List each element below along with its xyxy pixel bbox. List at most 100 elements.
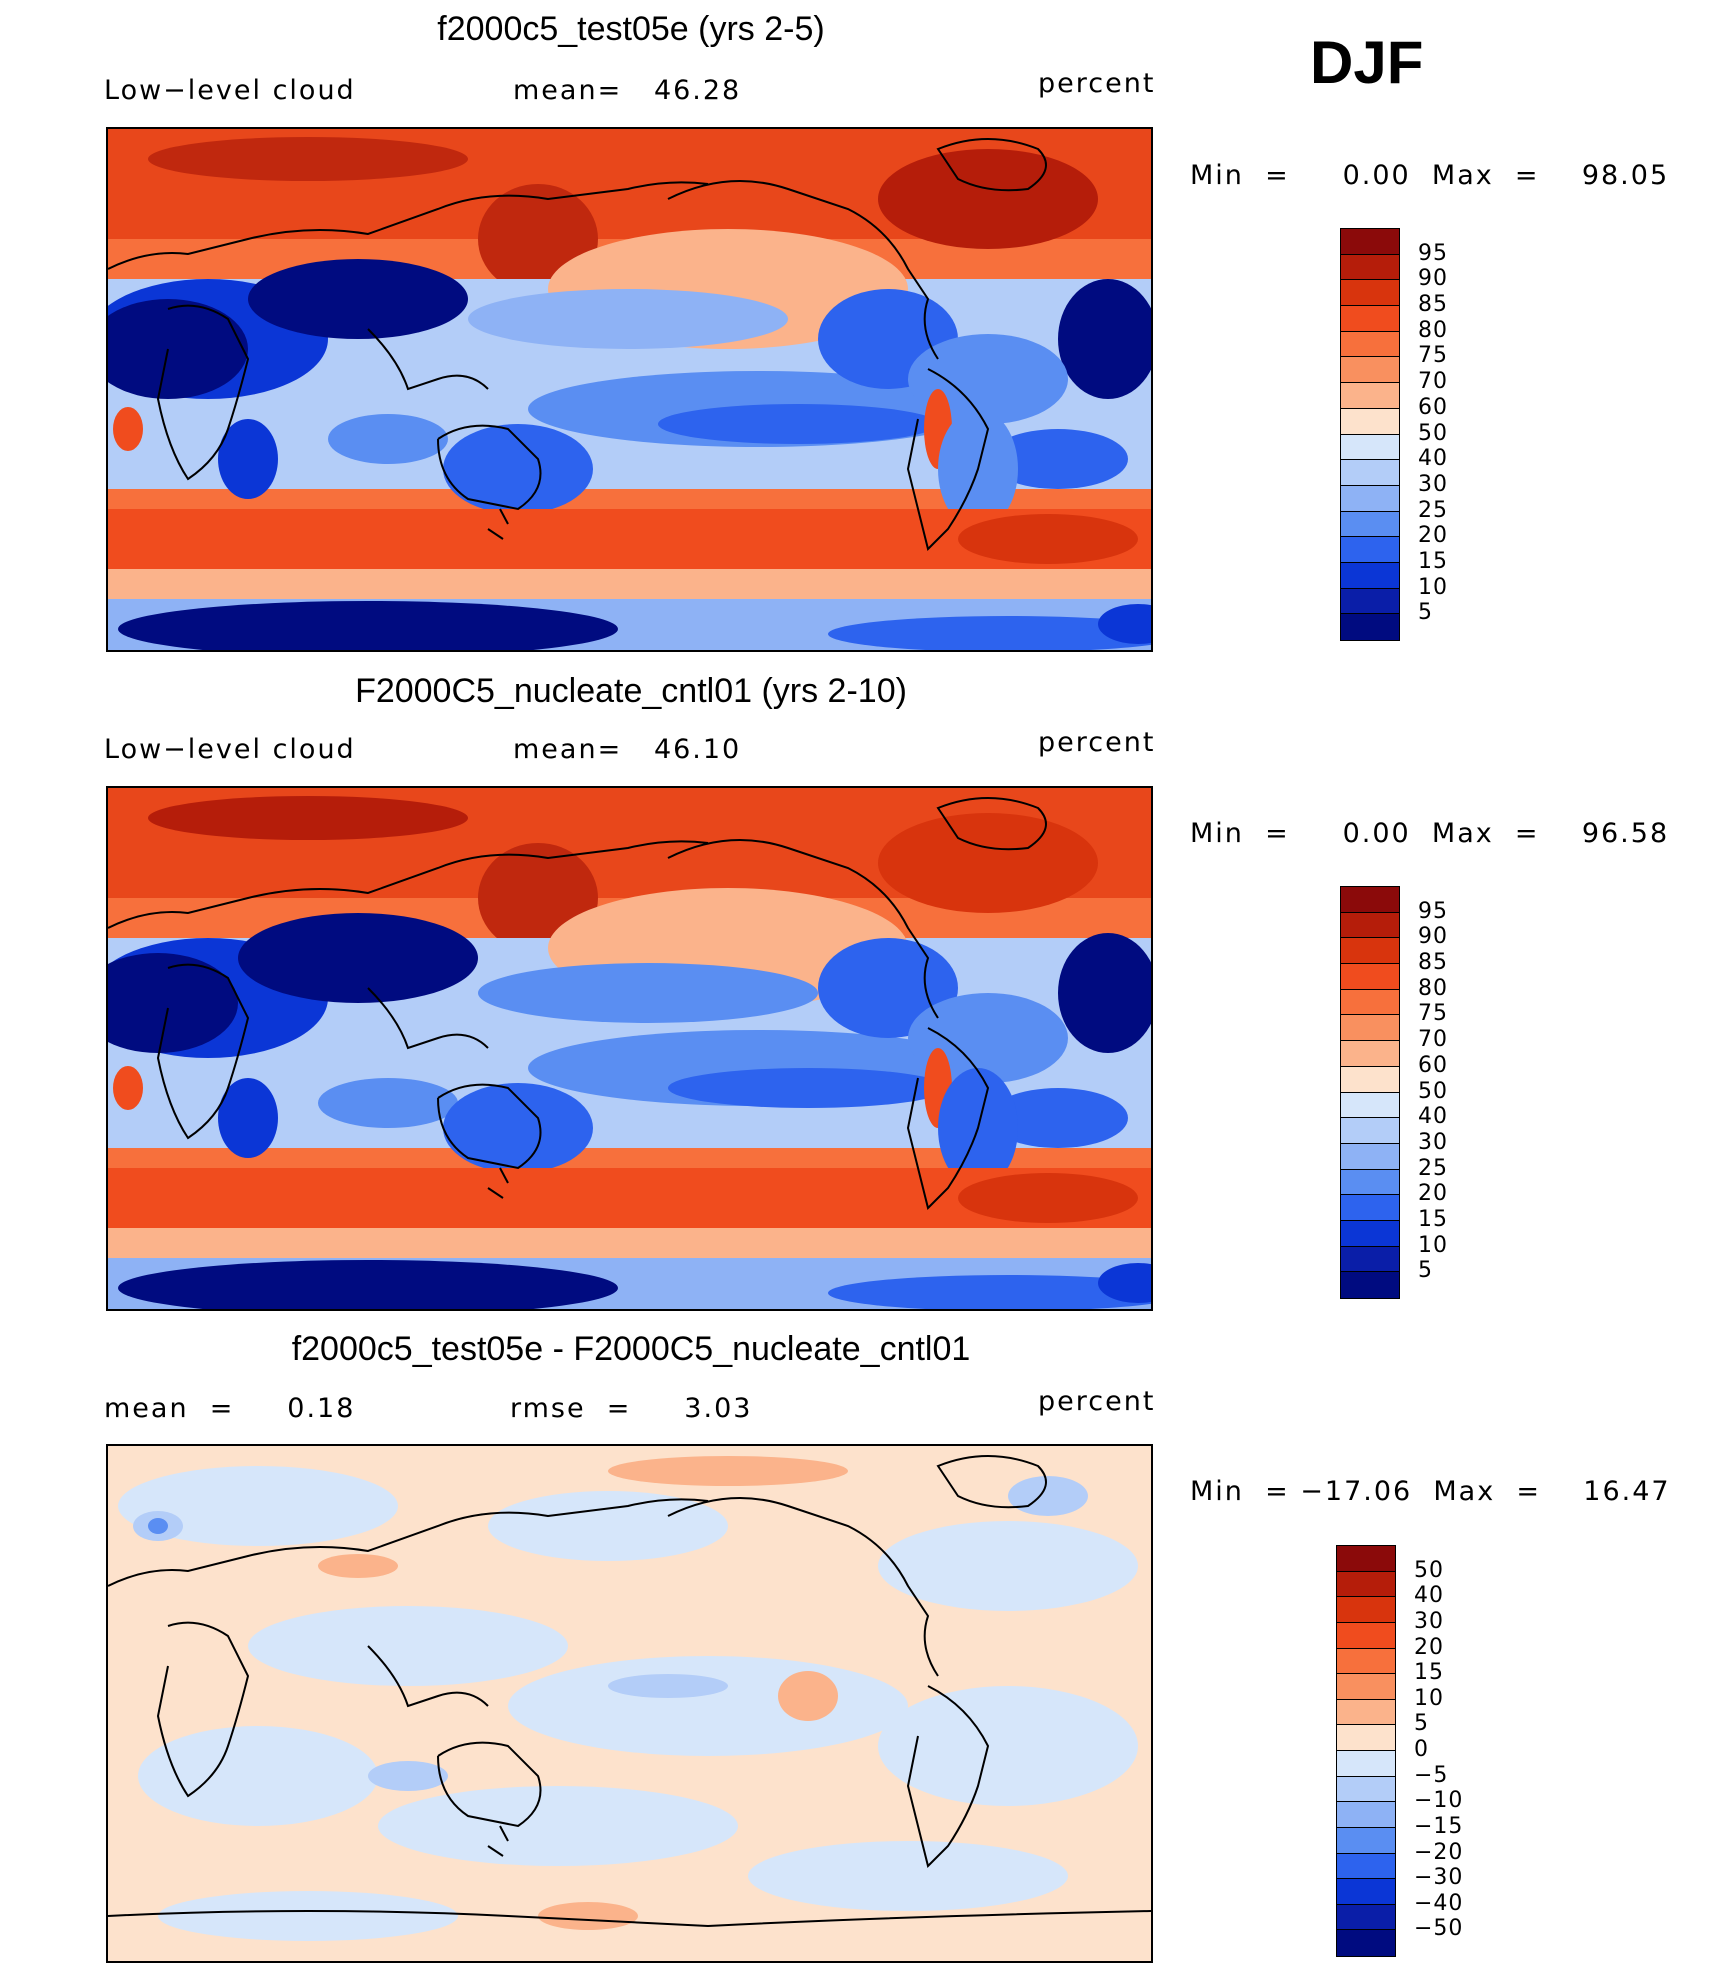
panel-3-title: f2000c5_test05e - F2000C5_nucleate_cntl0…: [291, 1330, 971, 1368]
colorbar-tick-label: 80: [1418, 317, 1448, 343]
colorbar-tick-label: 60: [1418, 394, 1448, 420]
colorbar-segment: [1341, 1118, 1399, 1144]
colorbar-tick-label: 5: [1418, 1258, 1433, 1284]
colorbar-segment: [1341, 1220, 1399, 1247]
panel-3-mean-label: mean = 0.18: [104, 1393, 356, 1424]
panel-3-rmse-label: rmse = 3.03: [510, 1393, 753, 1424]
colorbar-tick-label: 50: [1414, 1557, 1444, 1583]
colorbar-segment: [1337, 1776, 1395, 1803]
colorbar-tick-label: −30: [1414, 1865, 1464, 1891]
panel-3-colorbar: [1336, 1545, 1396, 1957]
colorbar-tick-label: −50: [1414, 1916, 1464, 1942]
panel-1-variable-label: Low−level cloud: [104, 75, 356, 106]
colorbar-segment: [1337, 1930, 1395, 1956]
panel-3-colorbar-ticks: 50 40 30 20 15 10 5 0 −5 −10 −15 −20 −30 −40 −50: [1414, 1545, 1494, 1957]
colorbar-segment: [1341, 1246, 1399, 1273]
colorbar-tick-label: 75: [1418, 343, 1448, 369]
colorbar-segment: [1337, 1853, 1395, 1880]
colorbar-tick-label: 60: [1418, 1052, 1448, 1078]
season-label: DJF: [1310, 29, 1424, 96]
colorbar-tick-label: 15: [1418, 1206, 1448, 1232]
colorbar-segment: [1341, 989, 1399, 1016]
colorbar-tick-label: −5: [1414, 1762, 1449, 1788]
panel-1-minmax: Min = 0.00 Max = 98.05: [1190, 160, 1670, 191]
colorbar-segment: [1341, 537, 1399, 563]
panel-1-colorbar: [1340, 228, 1400, 641]
colorbar-tick-label: 20: [1418, 1181, 1448, 1207]
colorbar-tick-label: 30: [1418, 471, 1448, 497]
colorbar-tick-label: 40: [1414, 1583, 1444, 1609]
colorbar-segment: [1341, 1066, 1399, 1093]
colorbar-tick-label: 40: [1418, 1104, 1448, 1130]
colorbar-tick-label: 85: [1418, 950, 1448, 976]
colorbar-tick-label: 5: [1414, 1711, 1429, 1737]
colorbar-segment: [1337, 1546, 1395, 1572]
panel-1-title: f2000c5_test05e (yrs 2-5): [437, 10, 825, 48]
panel-2-map: [106, 786, 1153, 1311]
panel-2-variable-label: Low−level cloud: [104, 734, 356, 765]
colorbar-segment: [1337, 1571, 1395, 1598]
colorbar-segment: [1341, 485, 1399, 512]
colorbar-segment: [1341, 229, 1399, 255]
colorbar-segment: [1341, 383, 1399, 409]
colorbar-segment: [1337, 1648, 1395, 1675]
colorbar-tick-label: 50: [1418, 1078, 1448, 1104]
colorbar-tick-label: 25: [1418, 1155, 1448, 1181]
colorbar-tick-label: 5: [1418, 600, 1433, 626]
colorbar-tick-label: 15: [1418, 548, 1448, 574]
colorbar-segment: [1341, 254, 1399, 281]
colorbar-segment: [1337, 1725, 1395, 1751]
panel-2-minmax: Min = 0.00 Max = 96.58: [1190, 818, 1670, 849]
colorbar-tick-label: 95: [1418, 240, 1448, 266]
colorbar-segment: [1337, 1827, 1395, 1854]
colorbar-tick-label: −15: [1414, 1813, 1464, 1839]
colorbar-segment: [1341, 912, 1399, 939]
colorbar-segment: [1341, 1272, 1399, 1298]
colorbar-segment: [1341, 357, 1399, 384]
colorbar-segment: [1341, 1041, 1399, 1067]
colorbar-tick-label: −40: [1414, 1890, 1464, 1916]
colorbar-tick-label: 90: [1418, 924, 1448, 950]
colorbar-tick-label: 95: [1418, 898, 1448, 924]
colorbar-segment: [1337, 1622, 1395, 1649]
colorbar-tick-label: 30: [1418, 1129, 1448, 1155]
colorbar-tick-label: 15: [1414, 1660, 1444, 1686]
colorbar-segment: [1337, 1699, 1395, 1726]
colorbar-segment: [1341, 1015, 1399, 1042]
colorbar-tick-label: 10: [1414, 1685, 1444, 1711]
panel-1-mean-label: mean= 46.28: [513, 75, 742, 106]
panel-3-units-label: percent: [1038, 1386, 1156, 1417]
colorbar-tick-label: 80: [1418, 975, 1448, 1001]
colorbar-tick-label: 10: [1418, 574, 1448, 600]
colorbar-segment: [1337, 1904, 1395, 1931]
colorbar-segment: [1337, 1597, 1395, 1623]
colorbar-segment: [1337, 1879, 1395, 1905]
colorbar-tick-label: 20: [1414, 1634, 1444, 1660]
colorbar-segment: [1341, 887, 1399, 913]
colorbar-segment: [1341, 511, 1399, 538]
colorbar-tick-label: 30: [1414, 1608, 1444, 1634]
colorbar-tick-label: 20: [1418, 523, 1448, 549]
colorbar-tick-label: 0: [1414, 1737, 1429, 1762]
colorbar-segment: [1341, 280, 1399, 307]
panel-3-minmax: Min = −17.06 Max = 16.47: [1190, 1476, 1671, 1507]
colorbar-tick-label: −20: [1414, 1839, 1464, 1865]
panel-1-units-label: percent: [1038, 68, 1156, 99]
colorbar-tick-label: 85: [1418, 292, 1448, 318]
panel-2-mean-label: mean= 46.10: [513, 734, 742, 765]
colorbar-tick-label: −10: [1414, 1788, 1464, 1814]
colorbar-tick-label: 50: [1418, 420, 1448, 446]
colorbar-segment: [1341, 614, 1399, 640]
colorbar-tick-label: 25: [1418, 497, 1448, 523]
panel-2-title: F2000C5_nucleate_cntl01 (yrs 2-10): [355, 672, 907, 710]
colorbar-segment: [1341, 562, 1399, 589]
panel-2-units-label: percent: [1038, 727, 1156, 758]
colorbar-segment: [1337, 1674, 1395, 1700]
colorbar-segment: [1341, 306, 1399, 332]
colorbar-segment: [1341, 1195, 1399, 1221]
panel-3-map: [106, 1444, 1153, 1963]
panel-2-colorbar: [1340, 886, 1400, 1299]
colorbar-segment: [1337, 1751, 1395, 1777]
panel-1-map: [106, 127, 1153, 652]
colorbar-segment: [1341, 964, 1399, 990]
